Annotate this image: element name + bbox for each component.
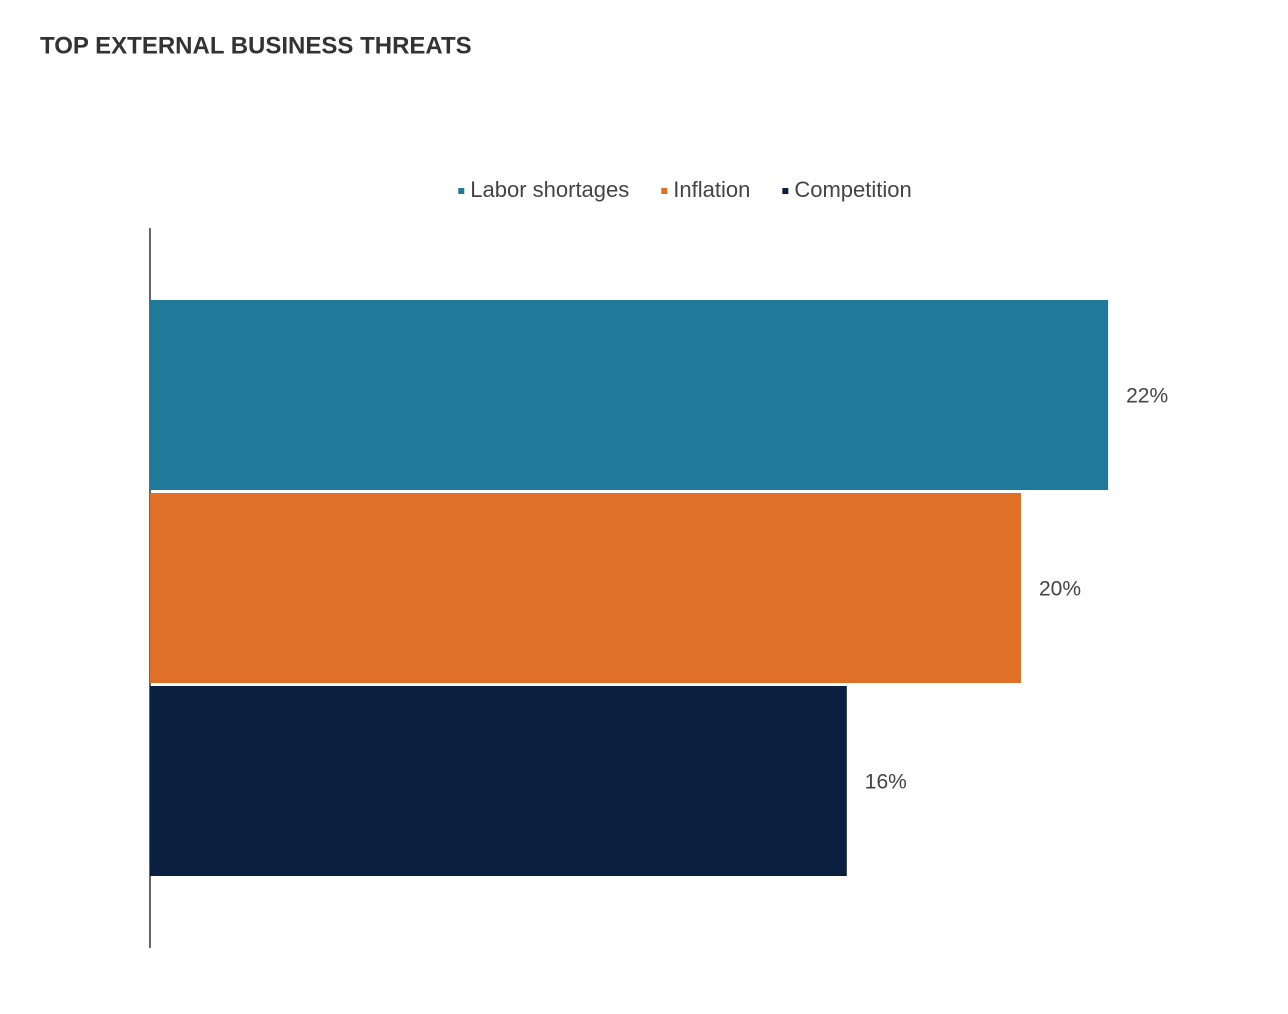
legend-label: Labor shortages	[470, 177, 629, 202]
data-label: 22%	[1126, 385, 1168, 408]
data-label: 20%	[1039, 578, 1081, 601]
legend-label: Competition	[794, 177, 911, 202]
legend-marker	[782, 188, 789, 194]
data-label: 16%	[865, 771, 907, 794]
bar	[150, 300, 1109, 490]
chart-title: TOP EXTERNAL BUSINESS THREATS	[40, 32, 472, 59]
bar	[150, 686, 847, 876]
legend-marker	[661, 188, 668, 194]
legend-label: Inflation	[673, 177, 750, 202]
bar	[150, 493, 1021, 683]
legend-marker	[458, 188, 465, 194]
